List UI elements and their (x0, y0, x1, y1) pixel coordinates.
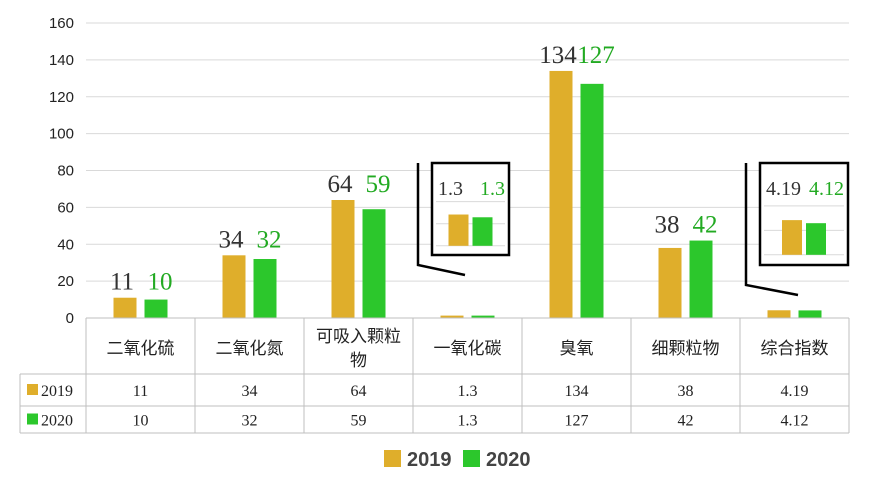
table-cell: 1.3 (458, 383, 478, 400)
inset-leader-line (416, 163, 466, 277)
category-label: 臭氧 (560, 339, 594, 359)
data-labels: 11 10 34 32 64 59 134 127 38 42 (110, 42, 718, 296)
y-tick-label: 120 (49, 89, 74, 106)
bar-2019 (658, 247, 682, 318)
category-label: 一氧化碳 (434, 339, 502, 359)
table-swatch-2019 (27, 384, 38, 395)
table-cell: 134 (565, 383, 589, 400)
data-label-2020: 59 (366, 171, 391, 198)
table-cell: 127 (565, 413, 589, 430)
legend-swatch-2020 (463, 450, 480, 467)
bar-2020 (362, 209, 386, 318)
category-label: 二氧化氮 (216, 339, 284, 359)
legend-swatch-2019 (384, 450, 401, 467)
data-label-2020: 127 (577, 42, 615, 69)
data-label-2019: 134 (539, 42, 577, 69)
data-label-2019: 11 (110, 269, 134, 296)
data-label-2020: 32 (257, 226, 282, 253)
bar-2019 (113, 297, 137, 318)
table-row-header: 2020 (41, 413, 73, 430)
inset-leader-line (744, 163, 799, 297)
category-label: 二氧化硫 (107, 339, 175, 359)
inset-frame (758, 161, 850, 267)
bar-2020 (144, 299, 168, 318)
y-axis-ticks: 0 20 40 60 80 100 120 140 160 (49, 15, 74, 327)
legend-label-2020: 2020 (486, 449, 531, 471)
category-label: 可吸入颗粒物 (316, 327, 401, 371)
category-label: 综合指数 (761, 339, 829, 359)
y-tick-label: 80 (57, 163, 74, 180)
data-label-2019: 34 (219, 226, 245, 253)
bar-2019 (549, 70, 573, 318)
inset-zoom-box: 1.3 1.3 (416, 161, 511, 277)
table-cell: 38 (678, 383, 694, 400)
inset-zoom-box: 4.19 4.12 (744, 161, 850, 297)
data-label-2020: 42 (693, 212, 718, 239)
table-cell: 34 (242, 383, 258, 400)
table-cell: 42 (678, 413, 694, 430)
table-cell: 4.12 (781, 413, 809, 430)
inset-label-2019: 4.19 (766, 178, 801, 200)
table-cell: 59 (351, 413, 367, 430)
table-cell: 10 (133, 413, 149, 430)
table-swatch-2020 (27, 413, 38, 425)
bar-2020 (798, 310, 822, 318)
data-label-2019: 38 (655, 212, 680, 239)
y-tick-label: 60 (57, 199, 74, 216)
data-table: 二氧化硫 二氧化氮 可吸入颗粒物 一氧化碳 臭氧 细颗粒物 综合指数 2019 11 34 64 1.… (19, 317, 850, 434)
y-tick-label: 140 (49, 52, 74, 69)
bar-2020 (689, 240, 713, 318)
y-tick-label: 20 (57, 273, 74, 290)
table-cell: 1.3 (458, 413, 478, 430)
inset-label-2020: 1.3 (480, 178, 505, 200)
legend-label-2019: 2019 (407, 449, 452, 471)
table-cell: 11 (133, 383, 148, 400)
bar-2019 (222, 255, 246, 318)
bar-2020 (253, 259, 277, 318)
y-tick-label: 160 (49, 15, 74, 32)
y-tick-label: 100 (49, 126, 74, 143)
bar-2019 (440, 315, 464, 318)
data-label-2019: 64 (328, 171, 354, 198)
bar-2019 (767, 310, 791, 318)
inset-bar-2019 (448, 214, 469, 246)
bars (113, 70, 822, 318)
legend: 2019 2020 (384, 449, 531, 471)
y-tick-label: 0 (66, 310, 74, 327)
table-cell: 4.19 (781, 383, 809, 400)
table-cell: 32 (242, 413, 258, 430)
data-label-2020: 10 (148, 269, 173, 296)
bar-2020 (471, 315, 495, 318)
bar-2019 (331, 200, 355, 318)
inset-bar-2020 (806, 223, 826, 255)
table-row-header: 2019 (41, 383, 73, 400)
inset-label-2019: 1.3 (438, 178, 463, 200)
inset-label-2020: 4.12 (809, 178, 844, 200)
inset-frame (430, 161, 511, 257)
table-cell: 64 (351, 383, 367, 400)
inset-bar-2020 (472, 217, 493, 246)
category-label: 细颗粒物 (652, 339, 720, 359)
y-tick-label: 40 (57, 236, 74, 253)
inset-bar-2019 (782, 220, 802, 255)
bar-2020 (580, 83, 604, 318)
